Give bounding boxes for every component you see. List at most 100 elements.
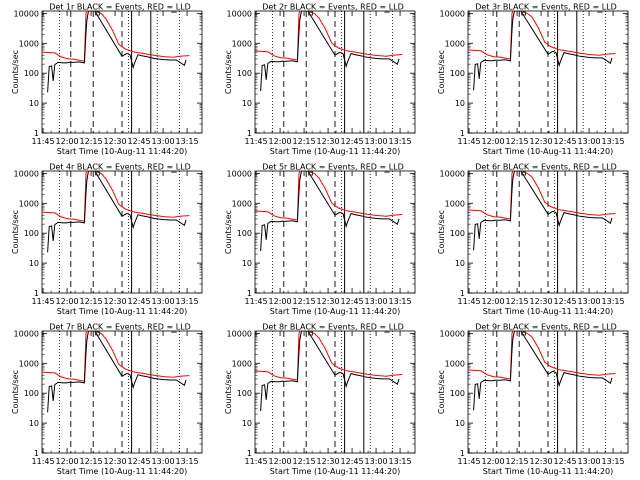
y-tick-label: 10000: [14, 169, 39, 178]
lld-series-line: [42, 11, 190, 62]
y-tick-label: 1: [247, 129, 252, 138]
events-series-line: [47, 11, 187, 93]
x-tick-label: 11:45: [245, 137, 268, 146]
lld-series-line: [468, 11, 616, 60]
y-tick-label: 1: [34, 449, 39, 458]
y-tick-label: 1: [460, 289, 465, 298]
x-tick-label: 13:15: [176, 297, 199, 306]
y-tick-label: 1: [34, 129, 39, 138]
detector-panel-9: Det 9r BLACK = Events, RED = LLD 1 10 100 10…: [437, 323, 629, 476]
y-tick-label: 1000: [19, 39, 39, 48]
events-series-line: [260, 11, 400, 92]
x-tick-label: 13:15: [176, 137, 199, 146]
y-tick-label: 100: [450, 389, 465, 398]
events-series-line: [47, 171, 187, 253]
x-tick-label: 11:45: [458, 297, 481, 306]
y-axis-label: Counts/sec: [437, 370, 446, 414]
panel-title: Det 1r BLACK = Events, RED = LLD: [49, 3, 191, 12]
lld-series-line: [255, 171, 403, 221]
x-tick-label: 12:00: [482, 457, 505, 466]
x-tick-label: 12:30: [317, 457, 340, 466]
y-tick-label: 100: [450, 229, 465, 238]
y-tick-label: 1: [34, 289, 39, 298]
x-tick-label: 12:45: [128, 297, 151, 306]
x-tick-label: 13:00: [578, 457, 601, 466]
attenuator-mark: [308, 11, 313, 16]
x-tick-label: 12:00: [56, 457, 79, 466]
y-tick-label: 1000: [232, 39, 252, 48]
x-tick-label: 12:15: [293, 297, 316, 306]
detector-panel-1: Det 1r BLACK = Events, RED = LLD 1 10 100 10…: [11, 3, 203, 156]
x-axis-label: Start Time (10-Aug-11 11:44:20): [270, 307, 401, 316]
attenuator-mark: [308, 331, 313, 336]
x-axis-label: Start Time (10-Aug-11 11:44:20): [483, 467, 614, 476]
x-tick-label: 12:30: [530, 457, 553, 466]
x-tick-label: 12:00: [56, 137, 79, 146]
y-axis-label: Counts/sec: [437, 210, 446, 254]
x-tick-label: 12:30: [317, 137, 340, 146]
x-tick-label: 11:45: [458, 137, 481, 146]
x-tick-label: 13:15: [389, 137, 412, 146]
y-tick-label: 1000: [445, 359, 465, 368]
y-tick-label: 100: [450, 69, 465, 78]
x-tick-label: 12:30: [104, 457, 127, 466]
x-tick-label: 12:45: [341, 137, 364, 146]
y-tick-label: 1: [460, 129, 465, 138]
x-axis-label: Start Time (10-Aug-11 11:44:20): [270, 467, 401, 476]
panel-title: Det 7r BLACK = Events, RED = LLD: [49, 323, 191, 332]
detector-panel-7: Det 7r BLACK = Events, RED = LLD 1 10 100 10…: [11, 323, 203, 476]
y-tick-label: 1: [247, 449, 252, 458]
x-tick-label: 12:30: [530, 137, 553, 146]
x-tick-label: 13:15: [176, 457, 199, 466]
x-axis-label: Start Time (10-Aug-11 11:44:20): [57, 147, 188, 156]
panel-title: Det 8r BLACK = Events, RED = LLD: [262, 323, 404, 332]
x-tick-label: 12:30: [317, 297, 340, 306]
x-tick-label: 12:30: [104, 137, 127, 146]
y-axis-label: Counts/sec: [11, 210, 20, 254]
x-tick-label: 12:00: [269, 137, 292, 146]
y-tick-label: 1000: [445, 199, 465, 208]
panel-title: Det 5r BLACK = Events, RED = LLD: [262, 163, 404, 172]
events-series-line: [47, 331, 187, 413]
attenuator-mark: [95, 171, 100, 176]
y-tick-label: 10: [242, 419, 252, 428]
y-axis-label: Counts/sec: [11, 50, 20, 94]
x-tick-label: 12:15: [293, 137, 316, 146]
panel-title: Det 2r BLACK = Events, RED = LLD: [262, 3, 404, 12]
y-tick-label: 10000: [227, 329, 252, 338]
y-axis-label: Counts/sec: [224, 50, 233, 94]
y-tick-label: 1000: [19, 359, 39, 368]
detector-panel-8: Det 8r BLACK = Events, RED = LLD 1 10 100 10…: [224, 323, 416, 476]
x-tick-label: 11:45: [32, 457, 55, 466]
y-tick-label: 10: [455, 259, 465, 268]
attenuator-mark: [95, 331, 100, 336]
y-tick-label: 10: [242, 99, 252, 108]
x-tick-label: 12:45: [128, 137, 151, 146]
attenuator-mark: [95, 11, 100, 16]
attenuator-mark: [308, 171, 313, 176]
x-tick-label: 12:15: [293, 457, 316, 466]
y-tick-label: 100: [24, 69, 39, 78]
attenuator-mark: [521, 331, 526, 336]
x-tick-label: 12:45: [554, 297, 577, 306]
y-tick-label: 1000: [445, 39, 465, 48]
panel-title: Det 3r BLACK = Events, RED = LLD: [475, 3, 617, 12]
y-tick-label: 10: [29, 259, 39, 268]
events-series-line: [260, 331, 400, 412]
x-tick-label: 12:45: [341, 457, 364, 466]
x-axis-label: Start Time (10-Aug-11 11:44:20): [483, 307, 614, 316]
lld-series-line: [255, 331, 403, 381]
x-tick-label: 12:15: [506, 297, 529, 306]
y-tick-label: 100: [237, 229, 252, 238]
x-tick-label: 12:15: [80, 137, 103, 146]
y-axis-label: Counts/sec: [224, 210, 233, 254]
x-tick-label: 12:00: [482, 137, 505, 146]
x-axis-label: Start Time (10-Aug-11 11:44:20): [270, 147, 401, 156]
x-tick-label: 13:00: [365, 457, 388, 466]
x-tick-label: 11:45: [458, 457, 481, 466]
lld-series-line: [42, 331, 190, 382]
x-tick-label: 12:45: [341, 297, 364, 306]
x-tick-label: 13:15: [389, 457, 412, 466]
y-tick-label: 10: [29, 419, 39, 428]
